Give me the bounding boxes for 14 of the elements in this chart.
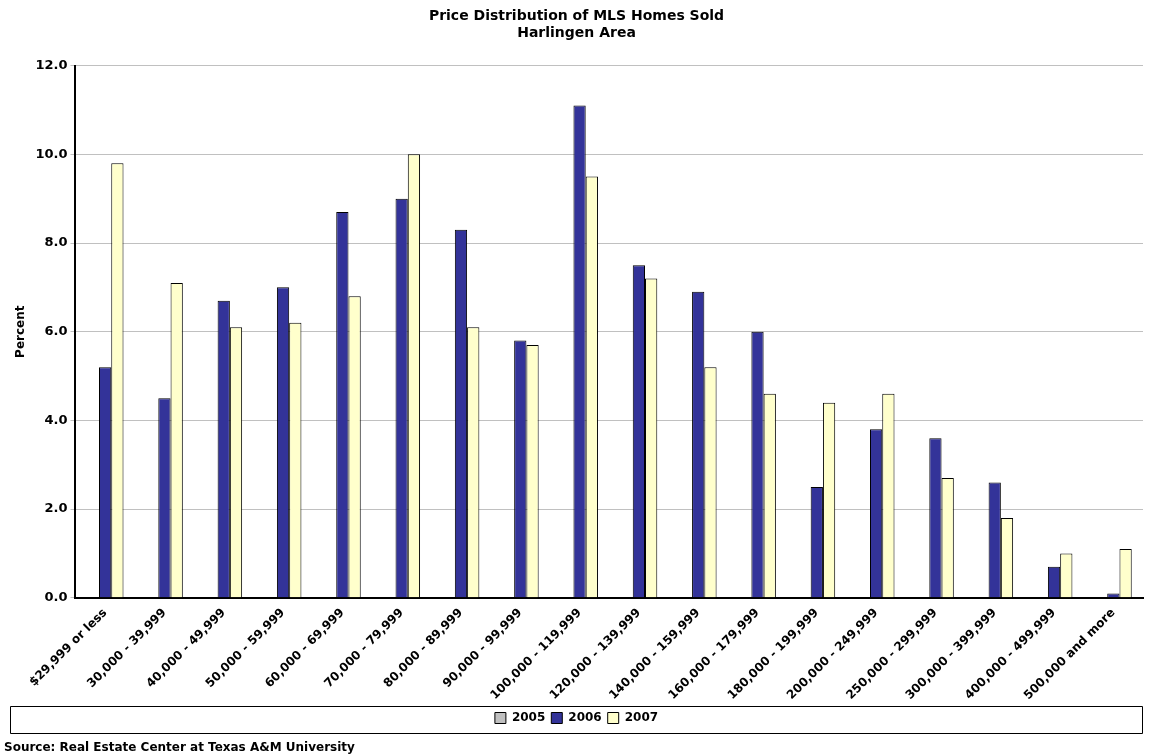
y-tick-label: 8.0 xyxy=(44,234,68,250)
source-note: Source: Real Estate Center at Texas A&M University xyxy=(4,740,356,755)
y-tick-label: 0.0 xyxy=(44,589,68,605)
y-tick-label: 6.0 xyxy=(44,323,68,339)
y-tick-label: 12.0 xyxy=(35,56,68,72)
chart-title: Price Distribution of MLS Homes Sold xyxy=(428,7,725,24)
legend-label: 2007 xyxy=(624,710,659,725)
y-tick-label: 2.0 xyxy=(44,500,68,516)
legend-label: 2006 xyxy=(568,710,602,725)
y-tick-label: 10.0 xyxy=(35,145,68,161)
chart-subtitle: Harlingen Area xyxy=(517,23,636,40)
legend-label: 2005 xyxy=(511,710,546,725)
y-tick-label: 4.0 xyxy=(44,411,68,427)
y-axis-title: Percent xyxy=(13,305,28,358)
